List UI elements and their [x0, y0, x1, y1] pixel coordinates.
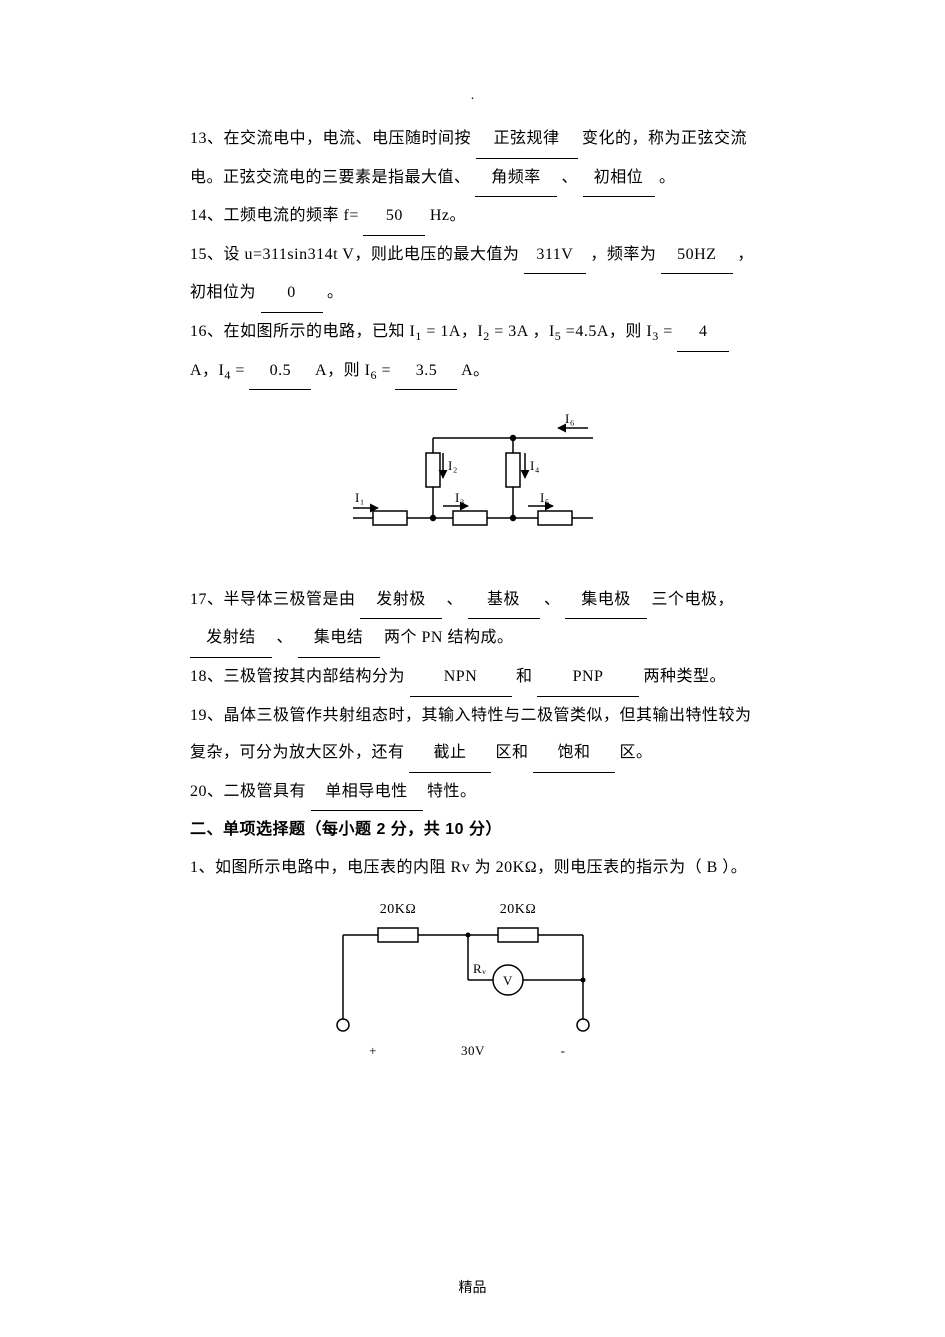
q17-blank-4: 发射结	[190, 619, 272, 658]
circuit-diagram-16: I₁ I₂ I₃ I₄ I₅ I₆	[190, 398, 755, 563]
q18-text-b: 和	[516, 668, 533, 685]
q20-blank-1: 单相导电性	[311, 773, 423, 812]
label-i3: I₃	[455, 490, 465, 505]
question-13: 13、在交流电中，电流、电压随时间按 正弦规律 变化的，称为正弦交流电。正弦交流…	[190, 120, 755, 197]
q15-text-a: 15、设 u=311sin314t V，则此电压的最大值为	[190, 246, 519, 263]
circuit-diagram-s2: 20KΩ 20KΩ	[190, 895, 755, 1080]
question-16: 16、在如图所示的电路，已知 I1 = 1A，I2 = 3A ，I5 =4.5A…	[190, 313, 755, 390]
q16-text-g: =	[235, 362, 249, 379]
r2-label: 20KΩ	[499, 902, 536, 917]
q19-blank-1: 截止	[409, 734, 491, 773]
q16-text-a: 16、在如图所示的电路，已知 I	[190, 323, 415, 340]
q16-blank-3: 3.5	[395, 352, 457, 391]
page: . 13、在交流电中，电流、电压随时间按 正弦规律 变化的，称为正弦交流电。正弦…	[0, 0, 945, 1337]
q17-blank-2: 基极	[468, 581, 540, 620]
q16-sub5: 5	[555, 329, 562, 343]
q19-blank-2: 饱和	[533, 734, 615, 773]
q17-text-f: 两个 PN 结构成。	[384, 629, 513, 646]
q14-blank-1: 50	[363, 197, 425, 236]
q17-blank-5: 集电结	[298, 619, 380, 658]
q16-sub3: 3	[652, 329, 659, 343]
q19-text-c: 区。	[620, 744, 653, 761]
label-i6: I₆	[565, 411, 575, 426]
q16-text-f: A，I	[190, 362, 224, 379]
label-i1: I₁	[355, 490, 365, 505]
q15-blank-2: 50HZ	[661, 236, 733, 275]
header-dot: .	[0, 88, 945, 104]
question-18: 18、三极管按其内部结构分为 NPN 和 PNP 两种类型。	[190, 658, 755, 697]
question-14: 14、工频电流的频率 f= 50 Hz。	[190, 197, 755, 236]
q17-blank-3: 集电极	[565, 581, 647, 620]
q16-text-e: =	[663, 323, 677, 340]
q17-text-e: 、	[277, 629, 294, 646]
circuit-svg-s2: 20KΩ 20KΩ	[323, 895, 623, 1065]
r1-label: 20KΩ	[379, 902, 416, 917]
q16-sub6: 6	[370, 368, 377, 382]
label-i2: I₂	[448, 458, 458, 473]
q14-text-b: Hz。	[430, 207, 466, 224]
content: 13、在交流电中，电流、电压随时间按 正弦规律 变化的，称为正弦交流电。正弦交流…	[190, 120, 755, 1079]
s2q1-text-a: 1、如图所示电路中，电压表的内阻 Rv 为 20KΩ，则电压表的指示为（ B ）…	[190, 859, 747, 876]
q18-text-a: 18、三极管按其内部结构分为	[190, 668, 405, 685]
section-2-heading: 二、单项选择题（每小题 2 分，共 10 分）	[190, 811, 755, 849]
section2-question-1: 1、如图所示电路中，电压表的内阻 Rv 为 20KΩ，则电压表的指示为（ B ）…	[190, 849, 755, 887]
label-i5: I₅	[540, 490, 550, 505]
v-label: V	[503, 973, 513, 988]
circuit-svg-16: I₁ I₂ I₃ I₄ I₅ I₆	[343, 398, 603, 548]
q13-text-c: 、	[562, 169, 579, 186]
q16-blank-2: 0.5	[249, 352, 311, 391]
question-17: 17、半导体三极管是由 发射极 、 基极 、 集电极 三个电极， 发射结 、 集…	[190, 581, 755, 658]
q16-blank-1: 4	[677, 313, 729, 352]
q15-blank-1: 311V	[524, 236, 586, 275]
q16-text-j: A。	[461, 362, 490, 379]
q15-blank-3: 0	[261, 274, 323, 313]
q18-text-c: 两种类型。	[644, 668, 727, 685]
plus-label: +	[369, 1043, 377, 1058]
question-20: 20、二极管具有 单相导电性 特性。	[190, 773, 755, 812]
q19-text-b: 区和	[496, 744, 529, 761]
q13-blank-2: 角频率	[475, 159, 557, 198]
q17-blank-1: 发射极	[360, 581, 442, 620]
q15-text-b: ，频率为	[590, 246, 656, 263]
q20-text-a: 20、二极管具有	[190, 783, 306, 800]
q13-blank-3: 初相位	[583, 159, 655, 198]
q16-text-h: A，则 I	[315, 362, 370, 379]
q16-text-i: =	[381, 362, 395, 379]
q14-text-a: 14、工频电流的频率 f=	[190, 207, 359, 224]
q17-text-b: 、	[447, 591, 464, 608]
q20-text-b: 特性。	[427, 783, 477, 800]
question-15: 15、设 u=311sin314t V，则此电压的最大值为 311V ，频率为 …	[190, 236, 755, 313]
question-19: 19、晶体三极管作共射组态时，其输入特性与二极管类似，但其输出特性较为复杂，可分…	[190, 697, 755, 773]
q16-sub4: 4	[224, 368, 231, 382]
minus-label: -	[560, 1043, 565, 1058]
q17-text-c: 、	[544, 591, 561, 608]
q16-text-b: = 1A，I	[426, 323, 483, 340]
q13-text-a: 13、在交流电中，电流、电压随时间按	[190, 130, 471, 147]
q16-text-c: = 3A ，I	[494, 323, 555, 340]
q18-blank-2: PNP	[537, 658, 639, 697]
rv-label: Rᵥ	[473, 961, 487, 976]
voltage-label: 30V	[461, 1043, 485, 1058]
q17-text-a: 17、半导体三极管是由	[190, 591, 356, 608]
q13-blank-1: 正弦规律	[476, 120, 578, 159]
q16-sub1: 1	[415, 329, 422, 343]
footer: 精品	[0, 1277, 945, 1297]
q15-text-d: 。	[327, 284, 344, 301]
label-i4: I₄	[530, 458, 540, 473]
q18-blank-1: NPN	[410, 658, 512, 697]
q16-text-d: =4.5A，则 I	[566, 323, 652, 340]
q17-text-d: 三个电极，	[652, 591, 735, 608]
q16-sub2: 2	[483, 329, 490, 343]
q13-text-d: 。	[659, 169, 676, 186]
